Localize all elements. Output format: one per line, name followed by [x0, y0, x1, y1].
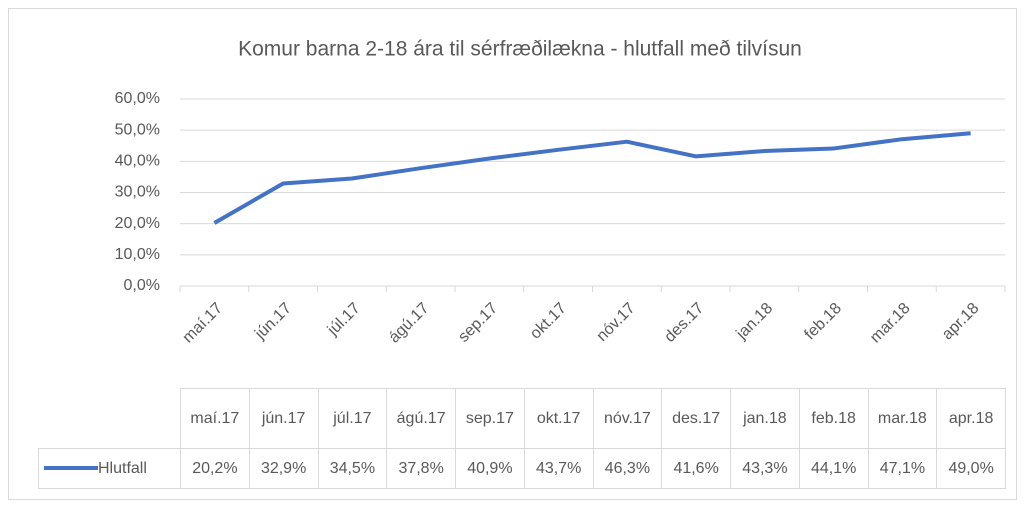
chart-border — [8, 8, 1017, 500]
table-header-cell: júl.17 — [317, 388, 388, 449]
table-header-cell: okt.17 — [523, 388, 594, 449]
y-tick-label: 40,0% — [115, 153, 160, 170]
y-tick-label: 10,0% — [115, 246, 160, 263]
y-tick-label: 30,0% — [115, 184, 160, 201]
y-tick-label: 20,0% — [115, 215, 160, 232]
y-tick-label: 60,0% — [115, 90, 160, 107]
table-header-cell: nóv.17 — [592, 388, 663, 449]
table-value-cell: 34,5% — [317, 448, 388, 489]
table-value-cell: 20,2% — [180, 448, 250, 489]
table-header-cell: jún.17 — [248, 388, 319, 449]
table-header-cell: ágú.17 — [386, 388, 456, 449]
table-header-cell: jan.18 — [730, 388, 800, 449]
y-tick-label: 0,0% — [124, 277, 160, 294]
table-header-cell: sep.17 — [455, 388, 525, 449]
table-header-cell: des.17 — [661, 388, 731, 449]
table-value-cell: 46,3% — [592, 448, 663, 489]
table-value-cell: 47,1% — [867, 448, 938, 489]
y-tick-label: 50,0% — [115, 121, 160, 138]
table-value-cell: 37,8% — [386, 448, 456, 489]
chart-title: Komur barna 2-18 ára til sérfræðilækna -… — [238, 38, 802, 61]
table-value-cell: 44,1% — [798, 448, 869, 489]
table-value-cell: 43,7% — [523, 448, 594, 489]
legend-label: Hlutfall — [98, 459, 147, 477]
table-value-cell: 40,9% — [455, 448, 525, 489]
table-value-cell: 49,0% — [936, 448, 1006, 489]
table-header-cell: mar.18 — [867, 388, 938, 449]
table-value-cell: 41,6% — [661, 448, 731, 489]
line-series — [213, 131, 971, 225]
table-header-cell: apr.18 — [936, 388, 1006, 449]
table-header-cell: maí.17 — [180, 388, 250, 449]
table-header-cell: feb.18 — [798, 388, 869, 449]
table-value-cell: 43,3% — [730, 448, 800, 489]
table-value-cell: 32,9% — [248, 448, 319, 489]
